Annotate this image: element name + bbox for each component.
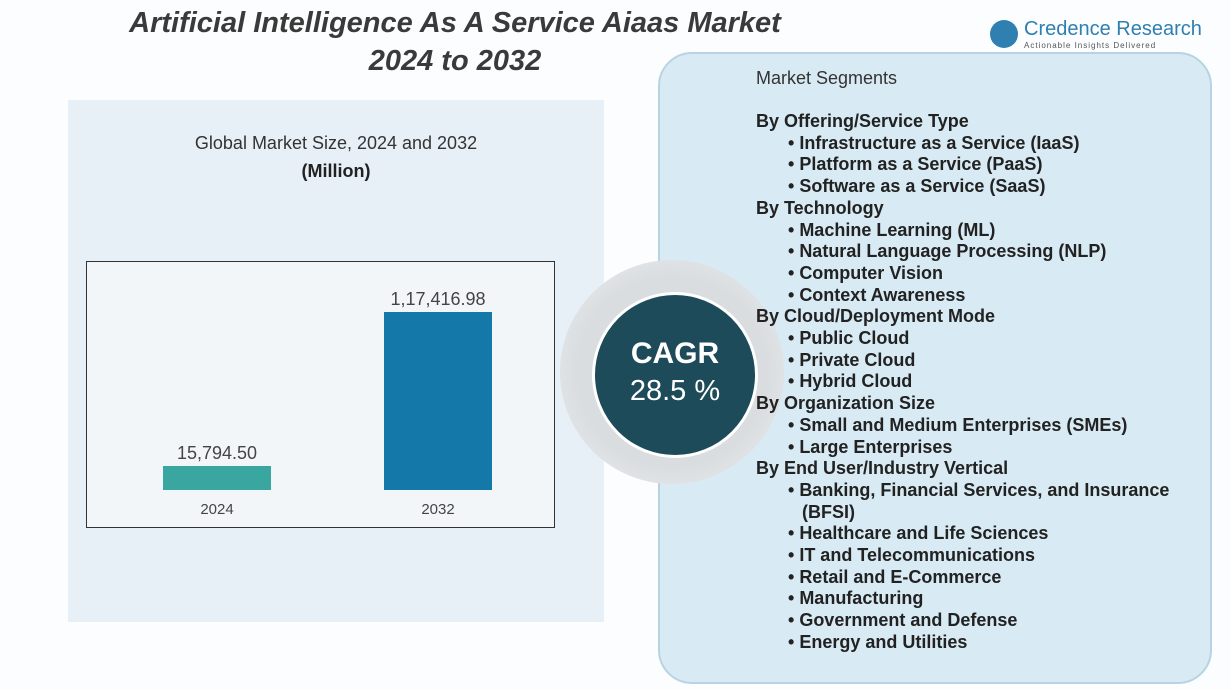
segment-item: Natural Language Processing (NLP) (756, 241, 1206, 263)
logo-icon (990, 20, 1018, 48)
bar (163, 465, 271, 490)
segment-item: Energy and Utilities (756, 632, 1206, 654)
segments-list: By Offering/Service TypeInfrastructure a… (756, 111, 1206, 654)
segment-item: Public Cloud (756, 328, 1206, 350)
x-tick-label: 2032 (421, 501, 455, 518)
segment-item: Large Enterprises (756, 437, 1206, 459)
value-label: 15,794.50 (176, 443, 258, 463)
segment-group: By Offering/Service Type (756, 111, 969, 131)
segment-item: Software as a Service (SaaS) (756, 176, 1206, 198)
value-label: 1,17,416.98 (390, 288, 486, 309)
chart-title: Global Market Size, 2024 and 2032 (194, 133, 478, 153)
segment-group: By Cloud/Deployment Mode (756, 306, 996, 327)
segment-item: Banking, Financial Services, and Insuran… (756, 480, 1206, 523)
title: Artificial Intelligence As A Service Aia… (40, 4, 870, 80)
segment-item: Machine Learning (ML) (756, 220, 1206, 242)
logo: Credence Research Actionable Insights De… (990, 18, 1202, 50)
segment-item: Computer Vision (756, 263, 1206, 285)
segment-item: Healthcare and Life Sciences (756, 523, 1206, 545)
segment-item: Retail and E-Commerce (756, 567, 1206, 589)
plot-area: 15,794.50 2024 1,17,416.98 2032 (86, 261, 555, 528)
segment-item: Platform as a Service (PaaS) (756, 154, 1206, 176)
segment-item: IT and Telecommunications (756, 545, 1206, 567)
segments-heading: Market Segments (756, 68, 898, 88)
segment-group: By Technology (756, 197, 884, 218)
segment-item: Hybrid Cloud (756, 371, 1206, 393)
title-line: Artificial Intelligence As A Service Aia… (129, 7, 781, 39)
logo-tagline: Actionable Insights Delivered (1024, 41, 1157, 50)
segment-item: Small and Medium Enterprises (SMEs) (756, 415, 1206, 437)
bar (384, 311, 492, 490)
segment-item: Infrastructure as a Service (IaaS) (756, 133, 1206, 155)
segment-item: Context Awareness (756, 285, 1206, 307)
segment-item: Private Cloud (756, 350, 1206, 372)
segment-group: By End User/Industry Vertical (756, 458, 1009, 479)
cagr-value: 28.5 % (629, 375, 721, 407)
title-line: 2024 to 2032 (368, 45, 542, 77)
segment-group: By Organization Size (756, 393, 936, 414)
logo-name: Credence Research (1024, 18, 1202, 40)
cagr-badge: CAGR 28.5 % (592, 292, 758, 458)
segment-item: Government and Defense (756, 610, 1206, 632)
cagr-label: CAGR (630, 337, 720, 370)
x-tick-label: 2024 (200, 501, 234, 518)
segment-item: Manufacturing (756, 588, 1206, 610)
chart-subtitle: (Million) (301, 161, 371, 181)
